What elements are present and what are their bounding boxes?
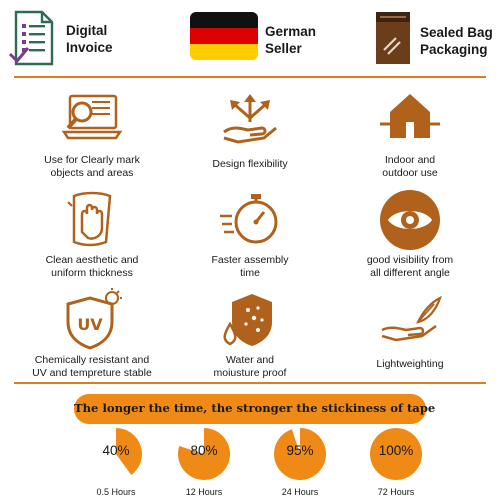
- header-divider: [14, 76, 486, 78]
- pie-1-svg: [178, 428, 230, 480]
- sealed-bag-badge: Sealed Bag Packaging: [372, 10, 500, 66]
- uv-shield-icon: UV: [66, 288, 122, 350]
- pie-0-svg: [116, 428, 142, 476]
- hand-feather-icon: [381, 295, 442, 342]
- house-arrows-icon: [380, 94, 440, 138]
- german-seller-badge: German Seller: [190, 10, 330, 66]
- digital-invoice-badge: Digital Invoice: [8, 10, 158, 66]
- feature-design-flexibility: Design flexibility: [170, 88, 330, 188]
- header-label-packaging: Sealed Bag Packaging: [420, 25, 493, 57]
- feature-caption: Lightweighting: [376, 358, 444, 370]
- feature-lightweighting: Lightweighting: [330, 288, 490, 388]
- pie-time-label: 72 Hours: [377, 487, 415, 497]
- pie-time-label: 24 Hours: [281, 487, 319, 497]
- feature-faster-assembly: Faster assembly time: [170, 188, 330, 288]
- wiping-cloth-icon: [67, 191, 112, 247]
- sealed-bag-icon: [376, 12, 410, 64]
- header-label-invoice: Digital Invoice: [66, 23, 113, 55]
- pie-chart-12-hours: 80% 12 Hours: [170, 428, 238, 497]
- pie-2-svg: [274, 428, 326, 480]
- feature-caption: Water and moiusture proof: [213, 354, 287, 379]
- pie-time-label: 0.5 Hours: [96, 487, 136, 497]
- pie-slice: [178, 428, 230, 480]
- laptop-magnifier-icon: [61, 94, 123, 140]
- stopwatch-icon: [220, 194, 278, 244]
- german-flag-icon: [190, 12, 258, 60]
- pie-value-label: 100%: [378, 443, 414, 458]
- pie-chart-24-hours: 95% 24 Hours: [266, 428, 334, 497]
- feature-caption: Faster assembly time: [211, 254, 289, 279]
- feature-caption: Indoor and outdoor use: [382, 154, 438, 179]
- invoice-icon: [8, 10, 54, 66]
- features-divider: [14, 382, 486, 384]
- header-bar: Digital Invoice German Seller Sealed Ba: [0, 0, 500, 74]
- feature-water-proof: Water and moiusture proof: [170, 288, 330, 388]
- banner-text: The longer the time, the stronger the st…: [74, 401, 436, 415]
- feature-clean-aesthetic: Clean aesthetic and uniform thickness: [12, 188, 172, 288]
- feature-caption: Chemically resistant and UV and tempretu…: [32, 354, 152, 379]
- pie-3-svg: [370, 428, 422, 480]
- feature-caption: good visibility from all different angle: [366, 254, 454, 279]
- svg-text:UV: UV: [77, 315, 103, 334]
- pie-chart-0-5-hours: 40% 0.5 Hours: [82, 428, 150, 497]
- header-label-seller: German Seller: [265, 24, 317, 56]
- pie-slice: [116, 428, 142, 476]
- pie-value-label: 80%: [190, 443, 218, 458]
- pie-slice: [274, 428, 326, 480]
- water-drop-icon: [223, 294, 272, 346]
- pie-value-label: 40%: [102, 443, 130, 458]
- feature-caption: Clean aesthetic and uniform thickness: [45, 254, 139, 279]
- feature-caption: Use for Clearly mark objects and areas: [44, 154, 140, 179]
- feature-chemically-resistant: UV Chemically resistant and UV and tempr…: [12, 288, 172, 388]
- pie-chart-72-hours: 100% 72 Hours: [362, 428, 430, 497]
- hand-arrows-icon: [223, 94, 277, 144]
- feature-clearly-mark: Use for Clearly mark objects and areas: [12, 88, 172, 188]
- feature-caption: Design flexibility: [212, 158, 288, 170]
- stickiness-banner: The longer the time, the stronger the st…: [74, 394, 436, 424]
- pie-slice: [370, 428, 422, 480]
- feature-indoor-outdoor: Indoor and outdoor use: [330, 88, 490, 188]
- pie-time-label: 12 Hours: [185, 487, 223, 497]
- eye-icon: [380, 190, 440, 250]
- pie-value-label: 95%: [286, 443, 314, 458]
- feature-good-visibility: good visibility from all different angle: [330, 188, 490, 288]
